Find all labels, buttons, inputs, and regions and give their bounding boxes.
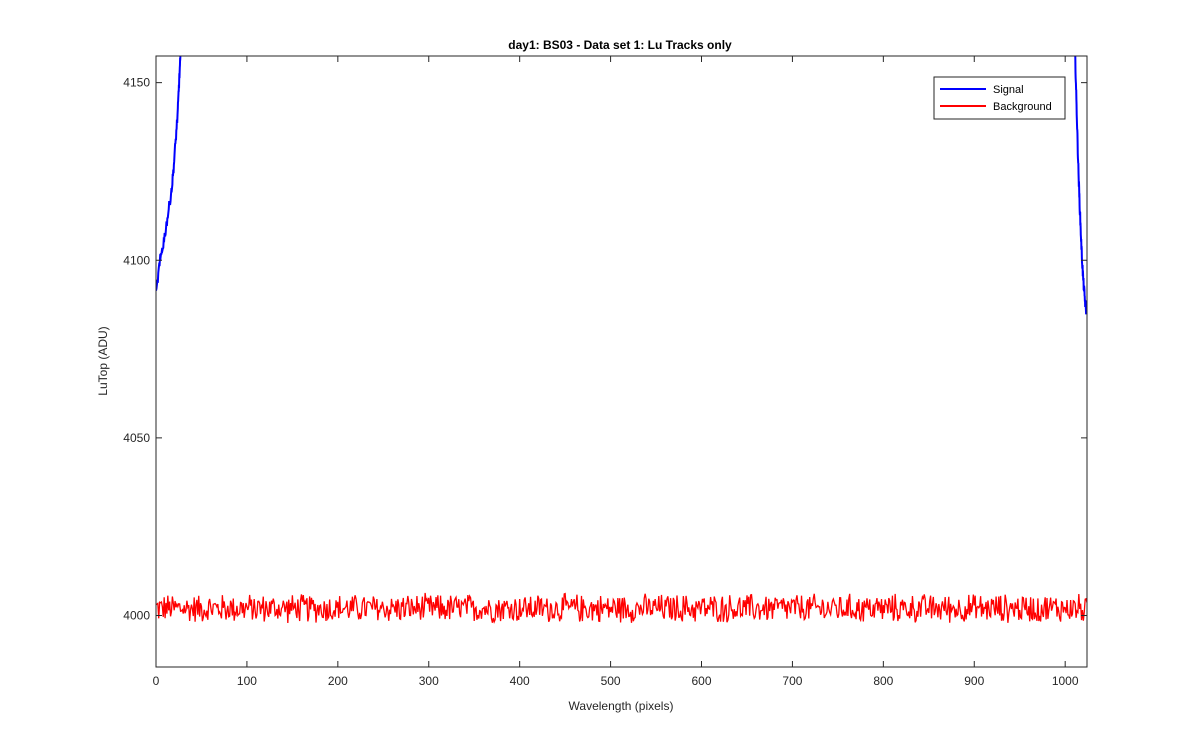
y-axis-label: LuTop (ADU) <box>96 326 110 395</box>
legend-label-signal: Signal <box>993 84 1024 96</box>
y-axis: 4000 4050 4100 4150 <box>123 76 1087 622</box>
x-axis: 0 100 200 300 400 500 600 700 800 900 1000 <box>153 56 1079 688</box>
y-tick-label: 4150 <box>123 76 150 90</box>
x-tick-label: 500 <box>601 674 621 688</box>
x-tick-label: 600 <box>691 674 711 688</box>
x-tick-label: 800 <box>873 674 893 688</box>
y-tick-label: 4100 <box>123 253 150 267</box>
x-tick-label: 1000 <box>1052 674 1079 688</box>
x-tick-label: 100 <box>237 674 257 688</box>
series-background-line <box>156 592 1087 624</box>
legend: Signal Background <box>933 76 1066 120</box>
x-tick-label: 700 <box>782 674 802 688</box>
x-tick-label: 200 <box>328 674 348 688</box>
legend-box <box>933 76 1066 120</box>
series-signal-line-2 <box>1074 56 1087 315</box>
x-tick-label: 300 <box>419 674 439 688</box>
legend-label-background: Background <box>993 101 1052 113</box>
series-signal-line-1 <box>156 56 182 291</box>
y-tick-label: 4000 <box>123 608 150 622</box>
x-axis-label: Wavelength (pixels) <box>569 699 674 713</box>
x-tick-label: 0 <box>153 674 160 688</box>
chart-title: day1: BS03 - Data set 1: Lu Tracks only <box>508 38 732 52</box>
plot-frame <box>155 55 1088 668</box>
series-layer <box>156 56 1087 624</box>
x-tick-label: 400 <box>510 674 530 688</box>
plot-area <box>156 56 1087 667</box>
y-tick-label: 4050 <box>123 431 150 445</box>
x-tick-label: 900 <box>964 674 984 688</box>
